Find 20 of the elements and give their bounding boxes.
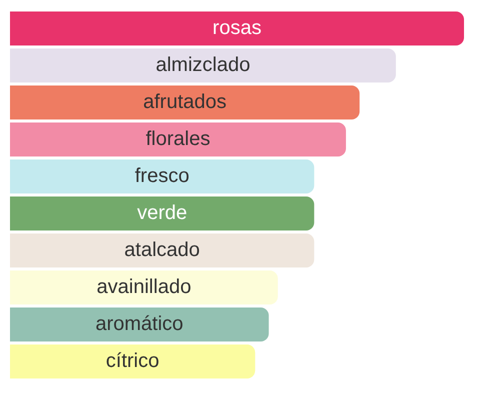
y-tick-label: atalcado bbox=[124, 239, 200, 262]
bar bbox=[10, 159, 314, 194]
bar bbox=[10, 233, 314, 268]
y-tick-label: aromático bbox=[95, 313, 184, 336]
y-tick-label: cítrico bbox=[106, 350, 160, 372]
y-tick-label: avainillado bbox=[96, 276, 192, 298]
bar bbox=[10, 344, 256, 379]
y-tick-label: verde bbox=[137, 202, 188, 224]
y-tick-label: afrutados bbox=[143, 91, 226, 114]
bar bbox=[10, 196, 314, 231]
bar bbox=[10, 122, 346, 157]
bar bbox=[10, 11, 464, 46]
bar bbox=[10, 307, 269, 342]
bar bbox=[10, 48, 396, 83]
bar bbox=[10, 270, 278, 305]
y-tick-label: fresco bbox=[134, 165, 190, 188]
y-tick-label: almizclado bbox=[156, 54, 250, 76]
bar bbox=[10, 85, 360, 120]
y-tick-label: rosas bbox=[212, 17, 262, 40]
y-tick-label: florales bbox=[146, 128, 210, 150]
